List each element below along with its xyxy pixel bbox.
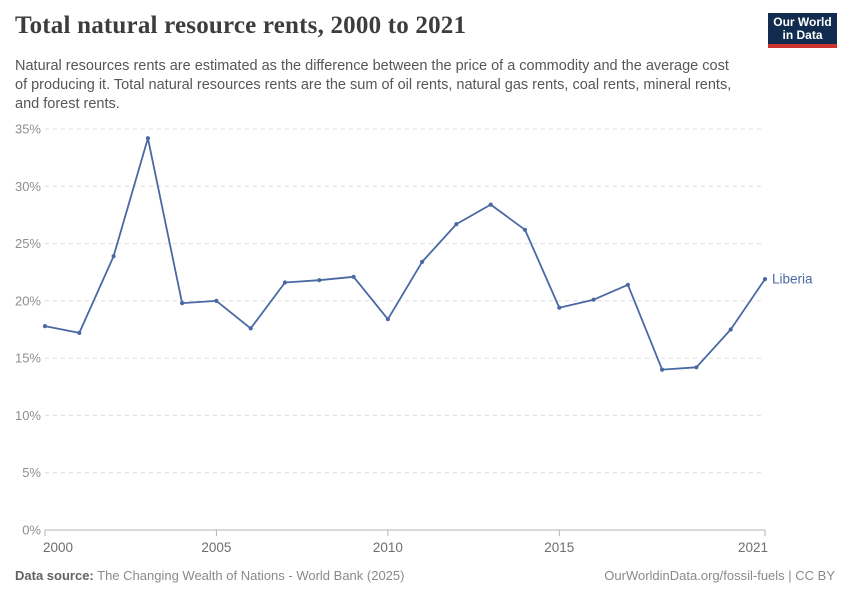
y-tick-label: 20% xyxy=(15,293,41,308)
y-tick-label: 5% xyxy=(22,465,41,480)
y-tick-label: 10% xyxy=(15,408,41,423)
data-line[interactable] xyxy=(44,137,766,371)
x-tick-label: 2010 xyxy=(373,540,403,555)
data-point[interactable] xyxy=(180,301,185,306)
owid-logo-line2: in Data xyxy=(782,28,823,42)
chart-subtitle: Natural resources rents are estimated as… xyxy=(15,58,732,112)
owid-logo-line1: Our World xyxy=(773,15,832,29)
owid-logo: Our World in Data xyxy=(768,13,837,48)
x-tick-label: 2005 xyxy=(201,540,231,555)
data-point[interactable] xyxy=(282,280,288,285)
footer-attribution-link[interactable]: OurWorldinData.org/fossil-fuels | CC BY xyxy=(604,568,835,583)
data-point[interactable] xyxy=(77,330,82,335)
data-point[interactable] xyxy=(488,202,493,207)
data-point[interactable] xyxy=(420,259,425,264)
y-tick-label: 0% xyxy=(22,523,41,538)
data-point[interactable] xyxy=(557,305,562,310)
chart-footer: Data source: The Changing Wealth of Nati… xyxy=(15,568,835,583)
y-tick-label: 25% xyxy=(15,236,41,251)
series-label[interactable]: Liberia xyxy=(772,272,813,287)
data-point[interactable] xyxy=(660,367,665,372)
data-point[interactable] xyxy=(385,317,390,322)
data-point[interactable] xyxy=(728,327,733,332)
data-point[interactable] xyxy=(111,254,116,259)
x-tick-label: 2015 xyxy=(544,540,574,555)
page-title: Total natural resource rents, 2000 to 20… xyxy=(15,12,467,39)
data-point[interactable] xyxy=(454,222,459,227)
y-tick-label: 15% xyxy=(15,351,41,366)
data-point[interactable] xyxy=(625,282,631,287)
data-point[interactable] xyxy=(351,274,356,279)
data-source-label: Data source: xyxy=(15,568,94,583)
data-point[interactable] xyxy=(145,136,150,141)
y-tick-label: 30% xyxy=(15,179,41,194)
data-point[interactable] xyxy=(762,277,768,282)
data-point[interactable] xyxy=(214,298,219,303)
data-point[interactable] xyxy=(694,365,699,370)
data-point[interactable] xyxy=(248,326,253,331)
data-point[interactable] xyxy=(522,227,528,232)
data-point[interactable] xyxy=(42,324,48,329)
data-source-text: The Changing Wealth of Nations - World B… xyxy=(93,568,405,583)
data-point[interactable] xyxy=(317,278,322,283)
data-point[interactable] xyxy=(591,297,596,302)
data-source: Data source: The Changing Wealth of Nati… xyxy=(15,568,404,583)
y-tick-label: 35% xyxy=(15,122,41,137)
x-tick-label: 2021 xyxy=(738,540,768,555)
x-tick-label: 2000 xyxy=(43,540,73,555)
